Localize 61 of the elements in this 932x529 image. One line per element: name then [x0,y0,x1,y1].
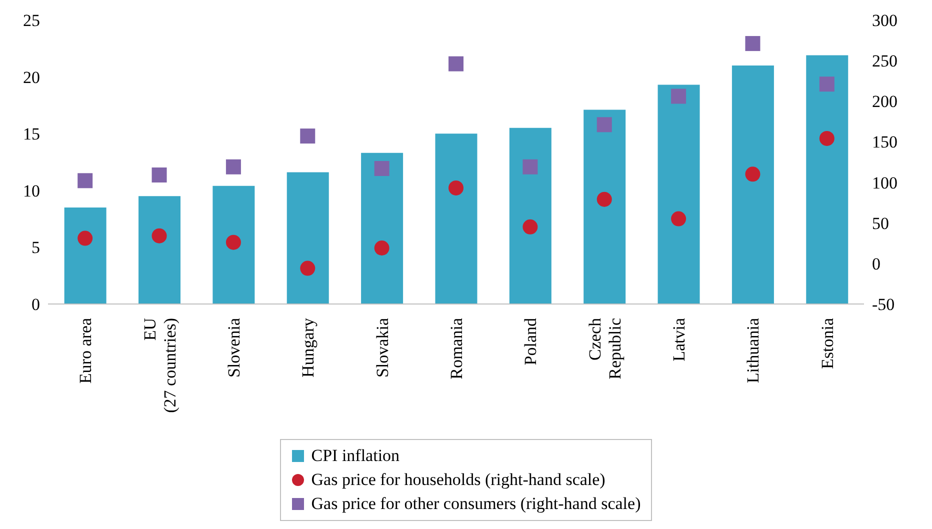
bar [212,186,255,304]
point [819,130,834,146]
y2-tick-label: 300 [872,11,898,30]
point [745,36,760,52]
x-tick-label: Hungary [298,318,318,378]
x-tick-label: Poland [521,318,540,366]
x-tick-label: Latvia [670,318,689,362]
legend-label: CPI inflation [311,445,400,467]
y-tick-label: 15 [23,124,40,144]
point [152,228,167,244]
point [819,76,834,92]
x-tick-label: Estonia [818,318,837,369]
y2-tick-label: 100 [872,173,898,192]
point [596,117,612,132]
point [522,159,538,174]
bar [806,55,848,304]
x-tick-label: Euro area [76,318,96,384]
x-tick-label: Lithuania [744,318,763,384]
y2-tick-label: -50 [872,295,895,314]
x-tick-label: Romania [447,318,466,380]
y2-tick-label: 200 [872,92,898,112]
bar [286,172,329,304]
y-tick-label: 5 [32,238,40,258]
y-tick-label: 10 [23,181,40,200]
x-tick-label: EU (27 countries) [140,318,180,413]
point [448,180,464,196]
point [226,159,241,174]
bar [658,84,700,304]
point [596,192,612,207]
y2-tick-label: 0 [872,254,880,274]
y2-tick-label: 50 [872,214,889,233]
point [448,56,464,72]
y2-tick-label: 150 [872,132,898,152]
y-tick-label: 25 [23,11,40,30]
bar [361,152,404,304]
x-tick-label: Czech Republic [585,318,624,380]
bar [732,65,774,304]
x-tick-label: Slovakia [372,318,392,378]
legend-label: Gas price for households (right-hand scale) [311,469,606,491]
point [522,219,538,234]
bar [584,110,626,304]
bar [509,128,552,304]
bar [138,196,180,304]
x-tick-label: Slovenia [224,318,244,378]
y-tick-label: 20 [23,68,40,87]
point [226,234,241,250]
y-tick-label: 0 [32,295,40,314]
legend-label: Gas price for other consumers (right-hand scale) [311,493,641,515]
point [300,128,316,144]
bar [64,207,106,304]
bar [435,134,478,304]
point [374,240,390,256]
point [300,260,316,276]
y2-tick-label: 250 [872,52,898,71]
point [78,230,93,246]
point [374,160,390,176]
point [78,173,93,188]
point [671,88,686,104]
point [152,167,167,182]
point [745,166,760,182]
point [671,211,686,226]
